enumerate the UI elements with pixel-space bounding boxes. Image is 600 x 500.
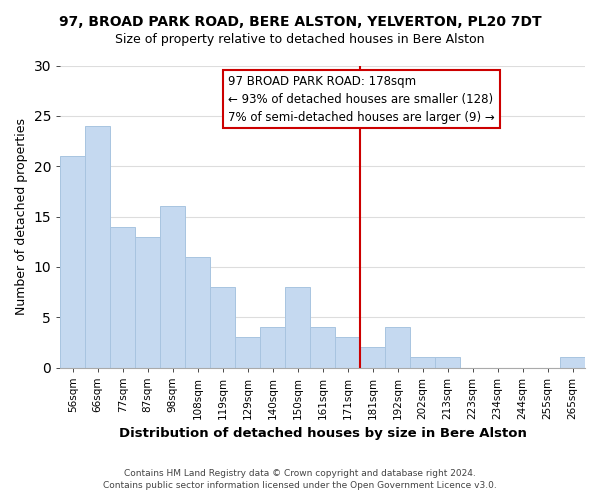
Bar [235,338,260,368]
Bar [560,358,585,368]
Bar [310,327,335,368]
Bar [385,327,410,368]
Bar [85,126,110,368]
Bar [60,156,85,368]
Bar [110,226,135,368]
Bar [160,206,185,368]
Bar [260,327,285,368]
Y-axis label: Number of detached properties: Number of detached properties [15,118,28,315]
Bar [135,236,160,368]
Bar [360,348,385,368]
Bar [410,358,435,368]
Text: 97, BROAD PARK ROAD, BERE ALSTON, YELVERTON, PL20 7DT: 97, BROAD PARK ROAD, BERE ALSTON, YELVER… [59,15,541,29]
Bar [210,287,235,368]
Bar [285,287,310,368]
Text: Contains HM Land Registry data © Crown copyright and database right 2024.
Contai: Contains HM Land Registry data © Crown c… [103,468,497,490]
Bar [185,257,210,368]
Text: Size of property relative to detached houses in Bere Alston: Size of property relative to detached ho… [115,32,485,46]
Text: 97 BROAD PARK ROAD: 178sqm
← 93% of detached houses are smaller (128)
7% of semi: 97 BROAD PARK ROAD: 178sqm ← 93% of deta… [228,74,495,124]
Bar [335,338,360,368]
Bar [435,358,460,368]
X-axis label: Distribution of detached houses by size in Bere Alston: Distribution of detached houses by size … [119,427,527,440]
